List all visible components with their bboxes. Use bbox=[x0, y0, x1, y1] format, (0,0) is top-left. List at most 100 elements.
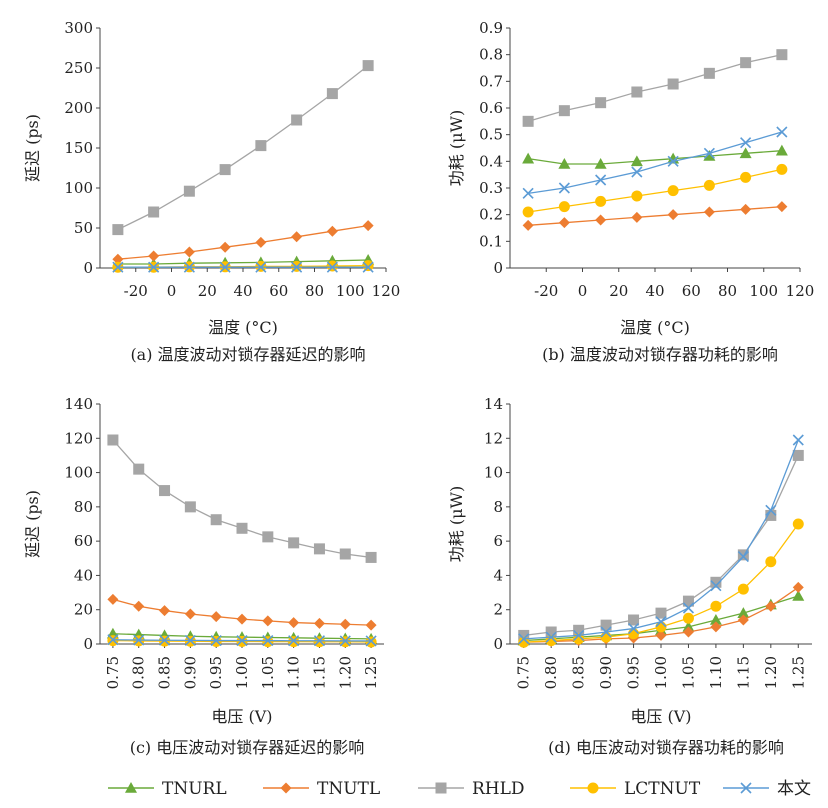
data-point bbox=[667, 185, 679, 197]
legend: TNURL TNUTL RHLD LCTNUT 本文 bbox=[108, 779, 811, 799]
data-point bbox=[291, 114, 303, 126]
data-point bbox=[792, 518, 804, 530]
series-line bbox=[527, 54, 783, 122]
data-point bbox=[775, 144, 788, 156]
x-tick-label: 1.25 bbox=[362, 656, 380, 689]
legend-marker bbox=[740, 782, 752, 794]
panel-caption: (b) 温度波动对锁存器功耗的影响 bbox=[542, 345, 778, 364]
y-tick-label: 0.1 bbox=[479, 232, 503, 250]
data-point bbox=[133, 463, 145, 475]
x-axis-label: 温度 (°C) bbox=[208, 318, 278, 337]
data-point bbox=[740, 171, 752, 183]
data-point bbox=[184, 608, 196, 620]
y-tick-label: 0.6 bbox=[479, 99, 503, 117]
x-tick-label: 0.95 bbox=[625, 656, 643, 689]
data-point bbox=[628, 628, 640, 640]
data-point bbox=[159, 605, 171, 617]
data-point bbox=[739, 147, 752, 159]
y-tick-label: 80 bbox=[74, 498, 93, 516]
y-tick-label: 0 bbox=[493, 635, 503, 653]
data-point bbox=[522, 206, 534, 218]
x-tick-label: 1.15 bbox=[734, 656, 752, 689]
data-point bbox=[362, 261, 374, 273]
x-tick-label: 1.00 bbox=[652, 656, 670, 689]
x-tick-label: 120 bbox=[786, 282, 815, 300]
legend-label: TNUTL bbox=[317, 779, 380, 799]
x-tick-label: 0 bbox=[167, 282, 177, 300]
legend-label: 本文 bbox=[777, 779, 811, 799]
series-LCTNUT bbox=[522, 163, 788, 218]
x-tick-label: 120 bbox=[372, 282, 401, 300]
series-TNURL bbox=[522, 144, 788, 169]
data-point bbox=[631, 211, 643, 223]
y-tick-label: 0.2 bbox=[479, 206, 503, 224]
data-point bbox=[159, 485, 171, 497]
data-point bbox=[545, 626, 557, 638]
y-tick-label: 20 bbox=[74, 601, 93, 619]
data-point bbox=[776, 49, 788, 61]
series-line bbox=[117, 259, 369, 265]
data-point bbox=[682, 612, 694, 624]
series-line bbox=[528, 168, 783, 213]
data-point bbox=[184, 501, 196, 513]
data-point bbox=[518, 633, 530, 645]
x-tick-label: 0.95 bbox=[207, 656, 225, 689]
data-point bbox=[522, 115, 534, 127]
legend-item-本文: 本文 bbox=[723, 779, 811, 799]
data-point bbox=[183, 246, 195, 258]
data-point bbox=[600, 619, 612, 631]
x-tick-label: 1.10 bbox=[285, 656, 303, 689]
series-line bbox=[117, 65, 369, 231]
panel-caption: (c) 电压波动对锁存器延迟的影响 bbox=[130, 738, 365, 757]
data-point bbox=[545, 631, 557, 643]
x-tick-label: 0.90 bbox=[597, 656, 615, 689]
series-line bbox=[528, 131, 783, 194]
data-point bbox=[595, 174, 607, 186]
data-point bbox=[710, 621, 722, 633]
series-本文 bbox=[107, 634, 377, 647]
data-point bbox=[288, 537, 300, 549]
data-point bbox=[682, 620, 695, 632]
data-point bbox=[291, 231, 303, 243]
x-tick-label: 20 bbox=[198, 282, 217, 300]
data-point bbox=[631, 86, 643, 98]
series-RHLD bbox=[518, 449, 804, 641]
x-tick-label: -20 bbox=[534, 282, 558, 300]
y-tick-label: 100 bbox=[64, 179, 93, 197]
x-tick-label: 0.85 bbox=[156, 656, 174, 689]
data-point bbox=[518, 629, 530, 641]
x-tick-label: 80 bbox=[305, 282, 324, 300]
data-point bbox=[262, 531, 274, 543]
data-point bbox=[183, 185, 195, 197]
data-point bbox=[522, 219, 534, 231]
data-point bbox=[594, 158, 607, 169]
data-point bbox=[107, 634, 119, 646]
data-point bbox=[313, 543, 325, 555]
data-point bbox=[792, 449, 804, 461]
data-point bbox=[219, 241, 231, 253]
y-tick-label: 0 bbox=[83, 259, 93, 277]
chart-panel-1: 0 50 100 150 200 250 300 -20 0 20 40 60 80 100 120 温度 (… bbox=[23, 19, 400, 364]
data-point bbox=[573, 629, 585, 641]
x-tick-label: 40 bbox=[233, 282, 252, 300]
y-tick-label: 8 bbox=[493, 498, 503, 516]
data-point bbox=[133, 600, 145, 612]
data-point bbox=[362, 60, 374, 72]
data-point bbox=[112, 253, 124, 265]
data-point bbox=[339, 618, 351, 630]
data-point bbox=[627, 623, 640, 635]
data-point bbox=[148, 261, 160, 273]
y-tick-label: 0.9 bbox=[479, 19, 503, 37]
series-TNUTL bbox=[522, 201, 788, 231]
panel-caption: (a) 温度波动对锁存器延迟的影响 bbox=[130, 345, 365, 364]
data-point bbox=[776, 163, 788, 175]
series-LCTNUT bbox=[518, 518, 804, 648]
data-point bbox=[262, 635, 274, 647]
legend-marker bbox=[280, 782, 292, 794]
x-tick-label: 1.05 bbox=[679, 656, 697, 689]
data-point bbox=[210, 611, 222, 623]
legend-label: TNURL bbox=[162, 779, 227, 799]
data-point bbox=[631, 166, 643, 178]
data-point bbox=[667, 209, 679, 221]
